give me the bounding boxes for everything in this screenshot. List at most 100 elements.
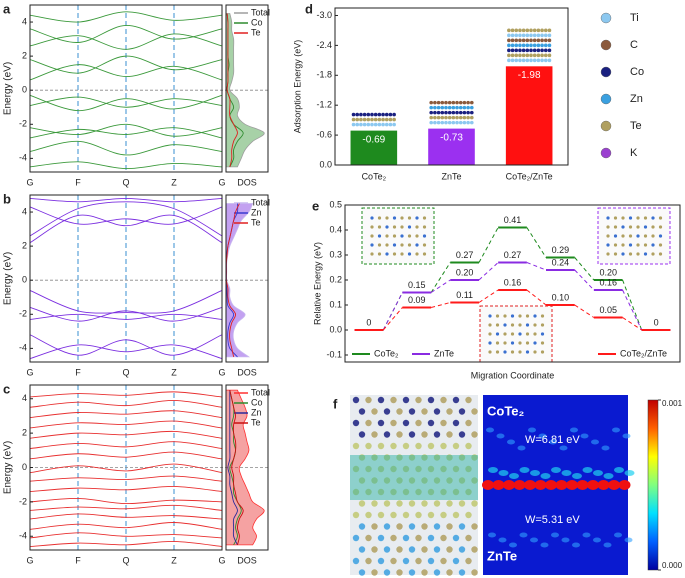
structure-atom xyxy=(433,431,441,438)
structure-atom xyxy=(371,454,378,461)
heat-halo xyxy=(593,537,601,543)
structure-atom xyxy=(377,442,385,450)
structure-atom xyxy=(452,396,460,404)
band-line xyxy=(29,313,223,320)
inset-atom xyxy=(628,225,633,229)
atom-dot xyxy=(392,122,396,127)
value-label: -1.98 xyxy=(518,70,541,81)
atom-dot xyxy=(462,115,467,120)
atom-dot xyxy=(507,48,511,53)
structure-atom xyxy=(352,396,360,404)
inset-atom xyxy=(518,314,522,318)
heat-halo xyxy=(603,473,614,479)
structure-atom xyxy=(440,442,447,450)
inset-atom xyxy=(525,350,530,354)
value-label: 0.41 xyxy=(504,215,522,225)
structure-atom xyxy=(415,442,422,450)
y-tick-label: 0 xyxy=(22,462,27,472)
inset-atom xyxy=(488,323,492,327)
structure-atom xyxy=(421,408,428,415)
bar xyxy=(505,66,553,165)
inset-atom xyxy=(636,216,640,220)
y-tick-label: -0.6 xyxy=(316,129,332,139)
structure-atom xyxy=(396,431,403,438)
structure-atom xyxy=(465,488,472,496)
atom-dot xyxy=(429,110,434,115)
inset-atom xyxy=(392,243,397,247)
structure-atom xyxy=(427,419,435,427)
structure-atom xyxy=(390,396,397,404)
inset-atom xyxy=(385,252,389,256)
inset-atom xyxy=(533,341,537,345)
heat-halo xyxy=(509,473,519,479)
structure-atom xyxy=(390,557,397,565)
inset-atom xyxy=(643,234,648,238)
atom-dot xyxy=(514,53,519,58)
heat-halo xyxy=(540,473,551,479)
structure-atom xyxy=(383,431,391,438)
atom-dot xyxy=(507,38,511,43)
structure-atom xyxy=(421,454,428,461)
structure-atom xyxy=(433,546,441,553)
atom-dot xyxy=(540,48,544,53)
material-label: CoTe₂ xyxy=(487,403,525,418)
y-tick-label: -2 xyxy=(19,496,27,506)
heat-halo xyxy=(551,532,559,538)
atom-dot xyxy=(510,28,515,33)
atom-legend-label: Zn xyxy=(630,93,643,105)
structure-atom xyxy=(446,500,453,507)
heat-halo xyxy=(549,439,557,445)
atom-dot xyxy=(381,122,385,127)
y-tick-label: -2 xyxy=(19,119,27,129)
heat-halo xyxy=(517,445,526,451)
inset-atom xyxy=(392,216,397,220)
structure-atom xyxy=(471,408,478,415)
plot-frame xyxy=(29,194,223,363)
atom-dot xyxy=(543,58,548,63)
inset-atom xyxy=(636,225,640,229)
heat-halo xyxy=(530,537,538,543)
structure-atom xyxy=(427,396,435,404)
y-tick-label: 0 xyxy=(22,85,27,95)
structure-atom xyxy=(365,557,372,565)
structure-atom xyxy=(383,546,391,553)
atom-dot xyxy=(455,115,459,120)
structure-atom xyxy=(471,500,478,507)
structure-atom xyxy=(402,511,410,519)
y-tick-label: -1.8 xyxy=(316,70,332,80)
structure-atom xyxy=(471,477,478,484)
y-tick-label: -2.4 xyxy=(316,40,332,50)
dos-line xyxy=(226,13,238,167)
inset-atom xyxy=(518,332,522,336)
structure-atom xyxy=(352,511,360,519)
atom-dot xyxy=(525,58,530,63)
structure-atom xyxy=(358,500,366,507)
structure-atom xyxy=(408,408,416,415)
atom-legend-label: Te xyxy=(630,120,642,132)
atom-dot xyxy=(529,28,533,33)
heat-halo xyxy=(614,467,624,473)
dos-line xyxy=(227,390,238,546)
inset-atom xyxy=(628,252,633,256)
atom-dot xyxy=(462,120,467,125)
structure-inset xyxy=(597,207,671,265)
inset-atom xyxy=(525,341,530,345)
atom-dot xyxy=(521,48,526,53)
atom-dot xyxy=(451,110,456,115)
inset-atom xyxy=(415,252,419,256)
inset-atom xyxy=(636,243,640,247)
structure-atom xyxy=(408,546,416,553)
atom-dot xyxy=(540,53,544,58)
atom-dot xyxy=(536,33,541,38)
heat-halo xyxy=(570,427,578,433)
inset-atom xyxy=(658,225,663,229)
atom-dot xyxy=(458,120,463,125)
inset-atom xyxy=(407,225,412,229)
structure-atom xyxy=(421,569,428,576)
inset-atom xyxy=(518,323,522,327)
band-line xyxy=(29,201,223,237)
atom-dot xyxy=(536,53,541,58)
structure-atom xyxy=(440,534,447,542)
atom-legend-label: Ti xyxy=(630,12,639,24)
structure-atom xyxy=(415,465,422,473)
